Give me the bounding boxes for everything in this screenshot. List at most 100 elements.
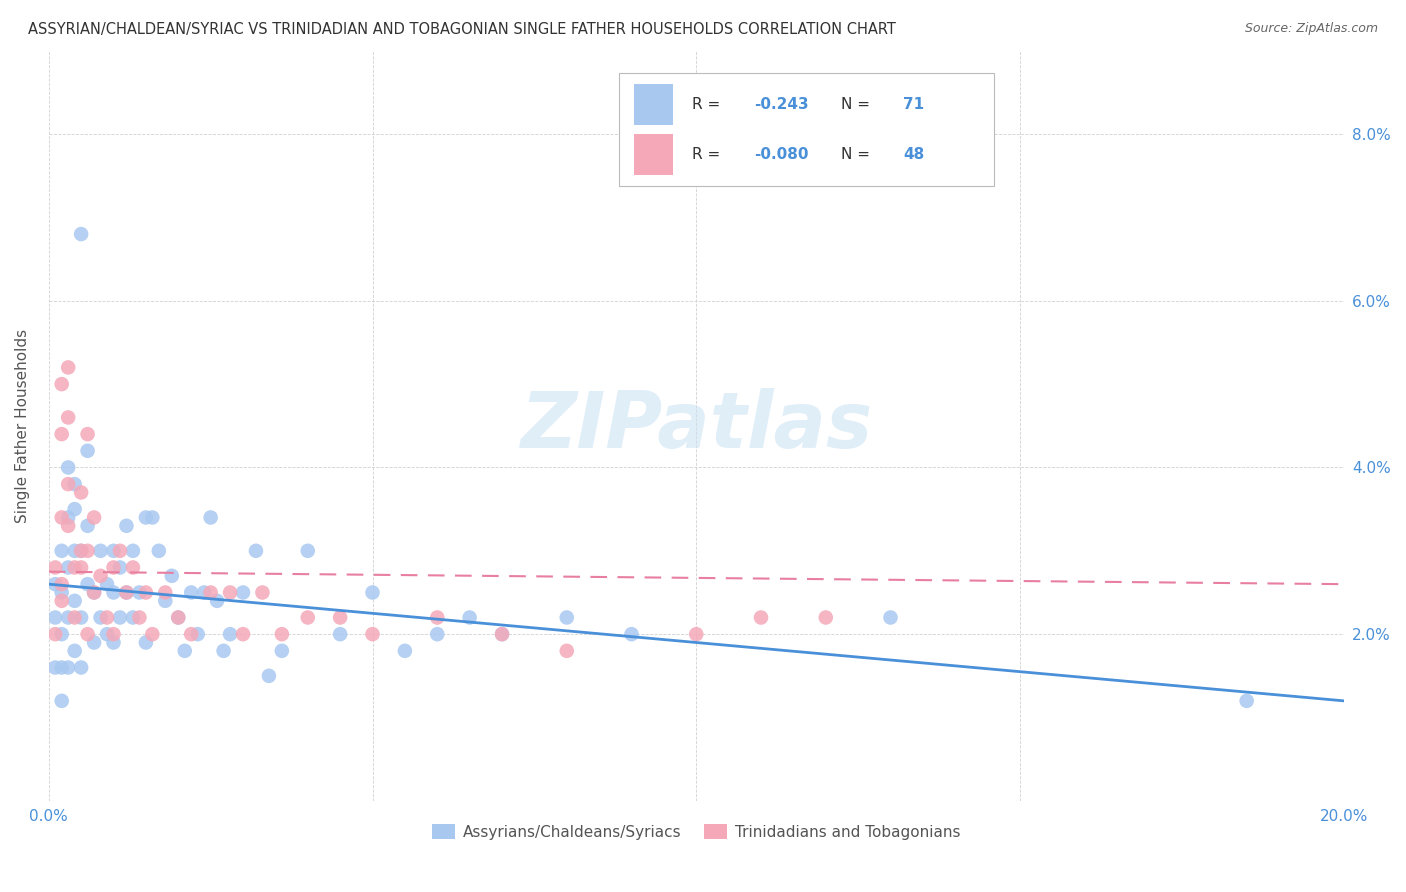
Text: 48: 48 (904, 146, 925, 161)
Text: -0.080: -0.080 (755, 146, 808, 161)
Point (70, 544, 93, 558)
Point (70, 610, 93, 624)
Point (44, 627, 66, 641)
Point (115, 585, 138, 599)
Point (63, 594, 86, 608)
Point (51, 694, 73, 708)
Point (51, 544, 73, 558)
Point (361, 585, 384, 599)
Text: -0.243: -0.243 (755, 97, 810, 112)
Point (83, 635, 105, 649)
Point (103, 560, 125, 574)
Point (555, 610, 578, 624)
Text: 71: 71 (904, 97, 925, 112)
Point (70, 544, 93, 558)
Point (51, 627, 73, 641)
Point (245, 544, 267, 558)
Bar (634, 134, 673, 175)
Point (63, 610, 86, 624)
Point (122, 544, 145, 558)
Point (103, 635, 125, 649)
Point (491, 627, 513, 641)
Point (76, 443, 98, 458)
Point (135, 585, 157, 599)
Point (56, 410, 79, 425)
Point (44, 577, 66, 591)
Point (297, 544, 319, 558)
Point (155, 594, 177, 608)
Point (76, 577, 98, 591)
Point (70, 560, 93, 574)
Point (56, 360, 79, 375)
Point (108, 610, 131, 624)
Point (270, 627, 292, 641)
Point (361, 627, 384, 641)
Point (135, 635, 157, 649)
Point (167, 610, 190, 624)
Legend: Assyrians/Chaldeans/Syriacs, Trinidadians and Tobagonians: Assyrians/Chaldeans/Syriacs, Trinidadian… (426, 818, 966, 846)
Point (51, 377, 73, 392)
Point (96, 627, 118, 641)
Point (56, 460, 79, 475)
Point (51, 594, 73, 608)
Point (103, 585, 125, 599)
Point (1236, 694, 1258, 708)
Point (63, 502, 86, 516)
Point (83, 585, 105, 599)
Point (128, 585, 150, 599)
Point (44, 660, 66, 674)
Point (173, 644, 195, 658)
Point (212, 644, 235, 658)
Y-axis label: Single Father Households: Single Father Households (15, 329, 30, 523)
Point (219, 585, 242, 599)
Point (103, 544, 125, 558)
Point (160, 569, 183, 583)
Point (56, 660, 79, 674)
Point (180, 627, 202, 641)
Point (426, 627, 449, 641)
Point (63, 544, 86, 558)
Point (76, 427, 98, 442)
Point (103, 627, 125, 641)
Point (814, 610, 837, 624)
Point (44, 610, 66, 624)
Bar (634, 84, 673, 125)
Point (76, 627, 98, 641)
Point (90, 569, 112, 583)
Point (329, 610, 352, 624)
Text: N =: N = (841, 146, 875, 161)
Point (51, 585, 73, 599)
Point (44, 560, 66, 574)
Point (141, 627, 163, 641)
Point (200, 585, 222, 599)
Point (96, 610, 118, 624)
Point (51, 660, 73, 674)
Point (555, 644, 578, 658)
Point (56, 477, 79, 491)
Text: N =: N = (841, 97, 875, 112)
Point (491, 627, 513, 641)
Point (685, 627, 707, 641)
Point (141, 510, 163, 524)
Point (749, 610, 772, 624)
Point (257, 669, 280, 683)
Point (83, 585, 105, 599)
Point (56, 510, 79, 524)
Point (128, 610, 150, 624)
Point (51, 510, 73, 524)
Point (96, 577, 118, 591)
Point (297, 610, 319, 624)
Point (394, 644, 416, 658)
Point (63, 560, 86, 574)
Point (620, 627, 643, 641)
Point (270, 644, 292, 658)
Point (458, 610, 481, 624)
Point (63, 644, 86, 658)
Point (63, 477, 86, 491)
Text: ASSYRIAN/CHALDEAN/SYRIAC VS TRINIDADIAN AND TOBAGONIAN SINGLE FATHER HOUSEHOLDS : ASSYRIAN/CHALDEAN/SYRIAC VS TRINIDADIAN … (28, 22, 896, 37)
Point (70, 485, 93, 500)
Point (115, 585, 138, 599)
Point (252, 585, 274, 599)
Text: Source: ZipAtlas.com: Source: ZipAtlas.com (1244, 22, 1378, 36)
Point (83, 510, 105, 524)
